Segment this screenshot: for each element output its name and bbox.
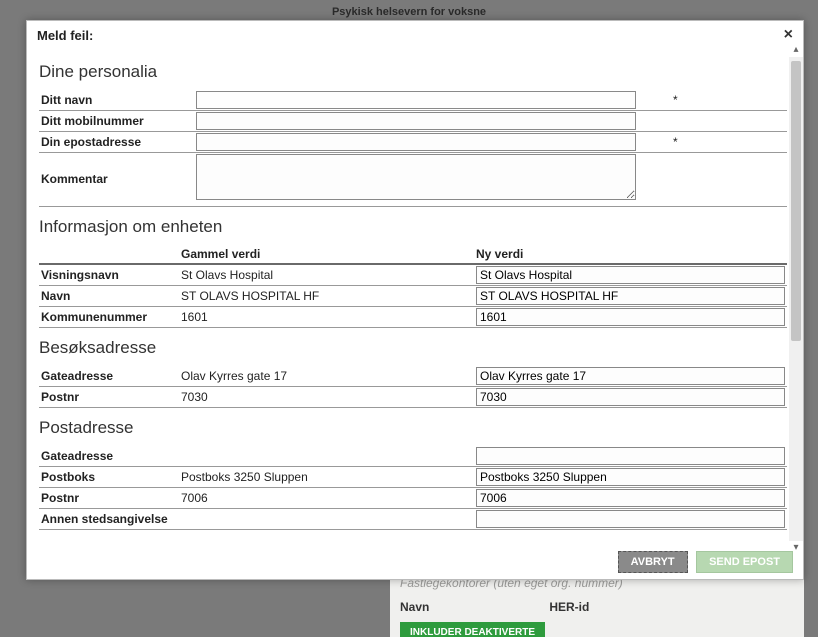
email-input[interactable]: [196, 133, 636, 151]
post-postboks-input[interactable]: [476, 468, 785, 486]
visit-table: Gateadresse Olav Kyrres gate 17 Postnr 7…: [39, 366, 787, 408]
name-label: Ditt navn: [39, 90, 194, 111]
post-table: Gateadresse Postboks Postboks 3250 Slupp…: [39, 446, 787, 530]
table-row: Postboks Postboks 3250 Sluppen: [39, 467, 787, 488]
unit-heading: Informasjon om enheten: [39, 217, 787, 237]
unit-col-new: Ny verdi: [474, 245, 787, 264]
background-panel: Fastlegekontorer (uten eget org. nummer)…: [390, 570, 804, 637]
post-heading: Postadresse: [39, 418, 787, 438]
personalia-heading: Dine personalia: [39, 62, 787, 82]
visit-postnr-input[interactable]: [476, 388, 785, 406]
unit-kommunenr-input[interactable]: [476, 308, 785, 326]
name-required: *: [667, 90, 787, 111]
modal-footer: AVBRYT SEND EPOST: [27, 545, 803, 579]
background-header: Psykisk helsevern for voksne: [0, 6, 818, 18]
comment-label: Kommentar: [39, 153, 194, 205]
email-label: Din epostadresse: [39, 132, 194, 153]
table-row: Kommunenummer 1601: [39, 307, 787, 328]
include-deactivated-button[interactable]: INKLUDER DEAKTIVERTE: [400, 622, 545, 637]
comment-textarea[interactable]: [196, 154, 636, 200]
mobile-label: Ditt mobilnummer: [39, 111, 194, 132]
modal-scrollbar[interactable]: ▴ ▾: [789, 57, 803, 541]
post-gate-input[interactable]: [476, 447, 785, 465]
bg-col-navn: Navn: [400, 600, 429, 614]
table-row: Gateadresse Olav Kyrres gate 17: [39, 366, 787, 387]
table-row: Visningsnavn St Olavs Hospital: [39, 264, 787, 286]
cancel-button[interactable]: AVBRYT: [618, 551, 688, 573]
table-row: Postnr 7030: [39, 387, 787, 408]
bg-col-herid: HER-id: [549, 600, 589, 614]
close-icon[interactable]: ×: [784, 26, 793, 44]
mobile-input[interactable]: [196, 112, 636, 130]
table-row: Navn ST OLAVS HOSPITAL HF: [39, 286, 787, 307]
table-row: Postnr 7006: [39, 488, 787, 509]
scroll-up-icon[interactable]: ▴: [789, 43, 803, 57]
modal-titlebar: Meld feil: ×: [27, 21, 803, 50]
modal-body: Dine personalia Ditt navn * Ditt mobilnu…: [27, 50, 803, 545]
report-error-modal: Meld feil: × Dine personalia Ditt navn *…: [26, 20, 804, 580]
unit-navn-input[interactable]: [476, 287, 785, 305]
table-row: Gateadresse: [39, 446, 787, 467]
personalia-table: Ditt navn * Ditt mobilnummer Din epostad…: [39, 90, 787, 204]
scroll-thumb[interactable]: [791, 61, 801, 341]
post-annet-input[interactable]: [476, 510, 785, 528]
modal-title-text: Meld feil:: [37, 28, 93, 43]
email-required: *: [667, 132, 787, 153]
send-email-button[interactable]: SEND EPOST: [696, 551, 793, 573]
visit-gate-input[interactable]: [476, 367, 785, 385]
unit-col-old: Gammel verdi: [179, 245, 474, 264]
name-input[interactable]: [196, 91, 636, 109]
unit-table: Gammel verdi Ny verdi Visningsnavn St Ol…: [39, 245, 787, 328]
unit-visningsnavn-input[interactable]: [476, 266, 785, 284]
post-postnr-input[interactable]: [476, 489, 785, 507]
table-row: Annen stedsangivelse: [39, 509, 787, 530]
visit-heading: Besøksadresse: [39, 338, 787, 358]
scroll-down-icon[interactable]: ▾: [789, 541, 803, 555]
